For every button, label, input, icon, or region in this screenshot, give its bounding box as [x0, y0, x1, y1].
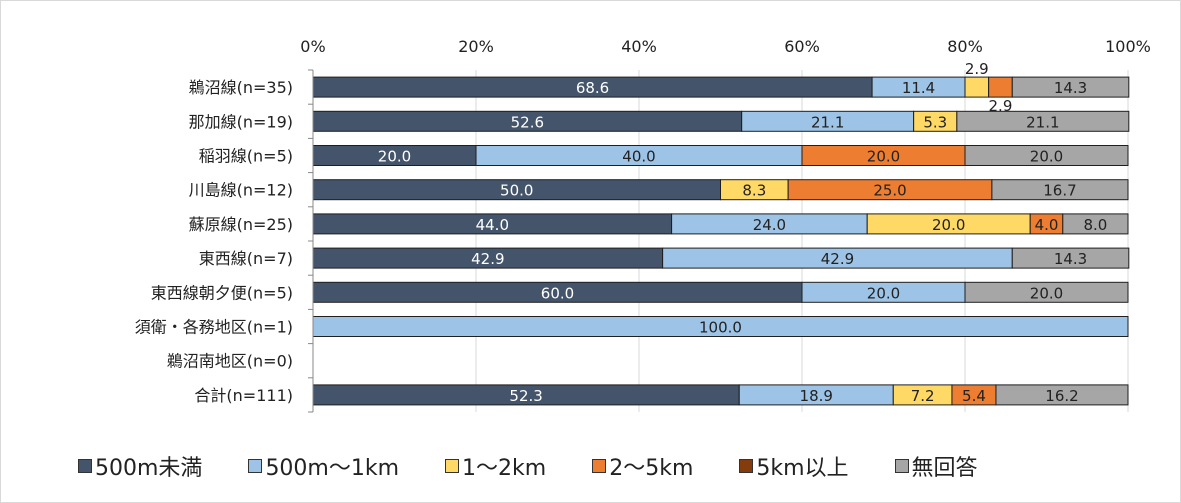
data-label: 40.0 — [622, 148, 655, 166]
data-label: 100.0 — [699, 319, 742, 337]
bar-segment — [964, 145, 1129, 166]
legend-swatch — [445, 459, 460, 473]
data-label: 2.9 — [989, 97, 1013, 115]
category-label: 鵜沼南地区(n=0) — [167, 352, 293, 371]
category-label: 稲羽線(n=5) — [199, 147, 293, 166]
bar-segment — [991, 179, 1129, 201]
data-label: 68.6 — [576, 79, 609, 97]
data-label: 25.0 — [873, 182, 906, 200]
legend-swatch — [739, 459, 754, 473]
legend-swatch — [78, 459, 92, 473]
legend-label: 2～5km — [609, 456, 694, 481]
bar-segment — [995, 384, 1129, 406]
legend-item: 無回答 — [894, 450, 978, 482]
data-label: 60.0 — [541, 284, 574, 302]
data-label: 44.0 — [476, 216, 509, 234]
bar-segment — [964, 281, 1129, 303]
legend-label: 500m未満 — [95, 456, 203, 481]
data-label: 42.9 — [471, 250, 504, 268]
legend-item: 1～2km — [445, 450, 546, 482]
bar-segment — [1062, 213, 1129, 235]
legend-label: 無回答 — [911, 456, 978, 481]
data-label: 20.0 — [378, 148, 411, 166]
x-tick-label: 40% — [621, 37, 657, 56]
data-label: 8.3 — [742, 182, 766, 200]
chart-legend: 500m未満 500m～1km 1～2km 2～5km 5km以上 無回答 — [78, 450, 1024, 482]
data-label: 50.0 — [500, 182, 533, 200]
bar-segment — [1011, 76, 1130, 98]
x-tick-label: 80% — [947, 37, 983, 56]
x-tick-label: 100% — [1105, 37, 1151, 56]
category-label: 川島線(n=12) — [189, 181, 293, 200]
data-label: 21.1 — [811, 113, 844, 131]
legend-item: 5km以上 — [739, 450, 849, 482]
category-label: 鵜沼線(n=35) — [189, 78, 293, 97]
category-label: 東西線(n=7) — [199, 249, 293, 268]
category-label: 東西線朝夕便(n=5) — [151, 283, 293, 302]
data-label: 5.3 — [923, 113, 947, 131]
data-label: 42.9 — [821, 250, 854, 268]
bar-segment — [956, 110, 1130, 132]
legend-label: 500m～1km — [265, 456, 400, 481]
data-label: 7.2 — [911, 387, 935, 405]
data-label: 52.3 — [509, 387, 542, 405]
data-label: 5.4 — [962, 387, 986, 405]
data-label: 14.3 — [1054, 250, 1087, 268]
x-tick-label: 60% — [784, 37, 820, 56]
data-label: 21.1 — [1026, 113, 1059, 131]
data-label: 20.0 — [932, 216, 965, 234]
legend-item: 2～5km — [592, 450, 693, 482]
category-label: 那加線(n=19) — [189, 112, 293, 131]
x-tick-label: 0% — [300, 37, 325, 56]
data-label: 16.2 — [1045, 387, 1078, 405]
data-label: 16.7 — [1043, 182, 1076, 200]
category-label: 須衛・各務地区(n=1) — [135, 318, 293, 337]
data-label: 2.9 — [965, 60, 989, 78]
category-label: 蘇原線(n=25) — [189, 215, 293, 234]
legend-item: 500m未満 — [78, 450, 202, 482]
data-label: 20.0 — [1030, 284, 1063, 302]
data-label: 24.0 — [753, 216, 786, 234]
legend-swatch — [248, 459, 263, 473]
category-label: 合計(n=111) — [194, 386, 293, 405]
bar-segment — [988, 76, 1013, 98]
legend-swatch — [592, 459, 607, 473]
data-label: 8.0 — [1083, 216, 1107, 234]
data-label: 20.0 — [867, 148, 900, 166]
bar-segment — [1011, 247, 1130, 269]
legend-swatch — [894, 459, 909, 473]
legend-item: 500m～1km — [248, 450, 399, 482]
legend-label: 5km以上 — [756, 456, 849, 481]
data-label: 4.0 — [1035, 216, 1059, 234]
data-label: 52.6 — [511, 113, 544, 131]
data-label: 18.9 — [800, 387, 833, 405]
data-label: 14.3 — [1054, 79, 1087, 97]
data-label: 20.0 — [867, 284, 900, 302]
legend-label: 1～2km — [462, 456, 547, 481]
bar-segment — [964, 76, 990, 98]
data-label: 20.0 — [1030, 148, 1063, 166]
data-label: 11.4 — [902, 79, 935, 97]
x-tick-label: 20% — [458, 37, 494, 56]
